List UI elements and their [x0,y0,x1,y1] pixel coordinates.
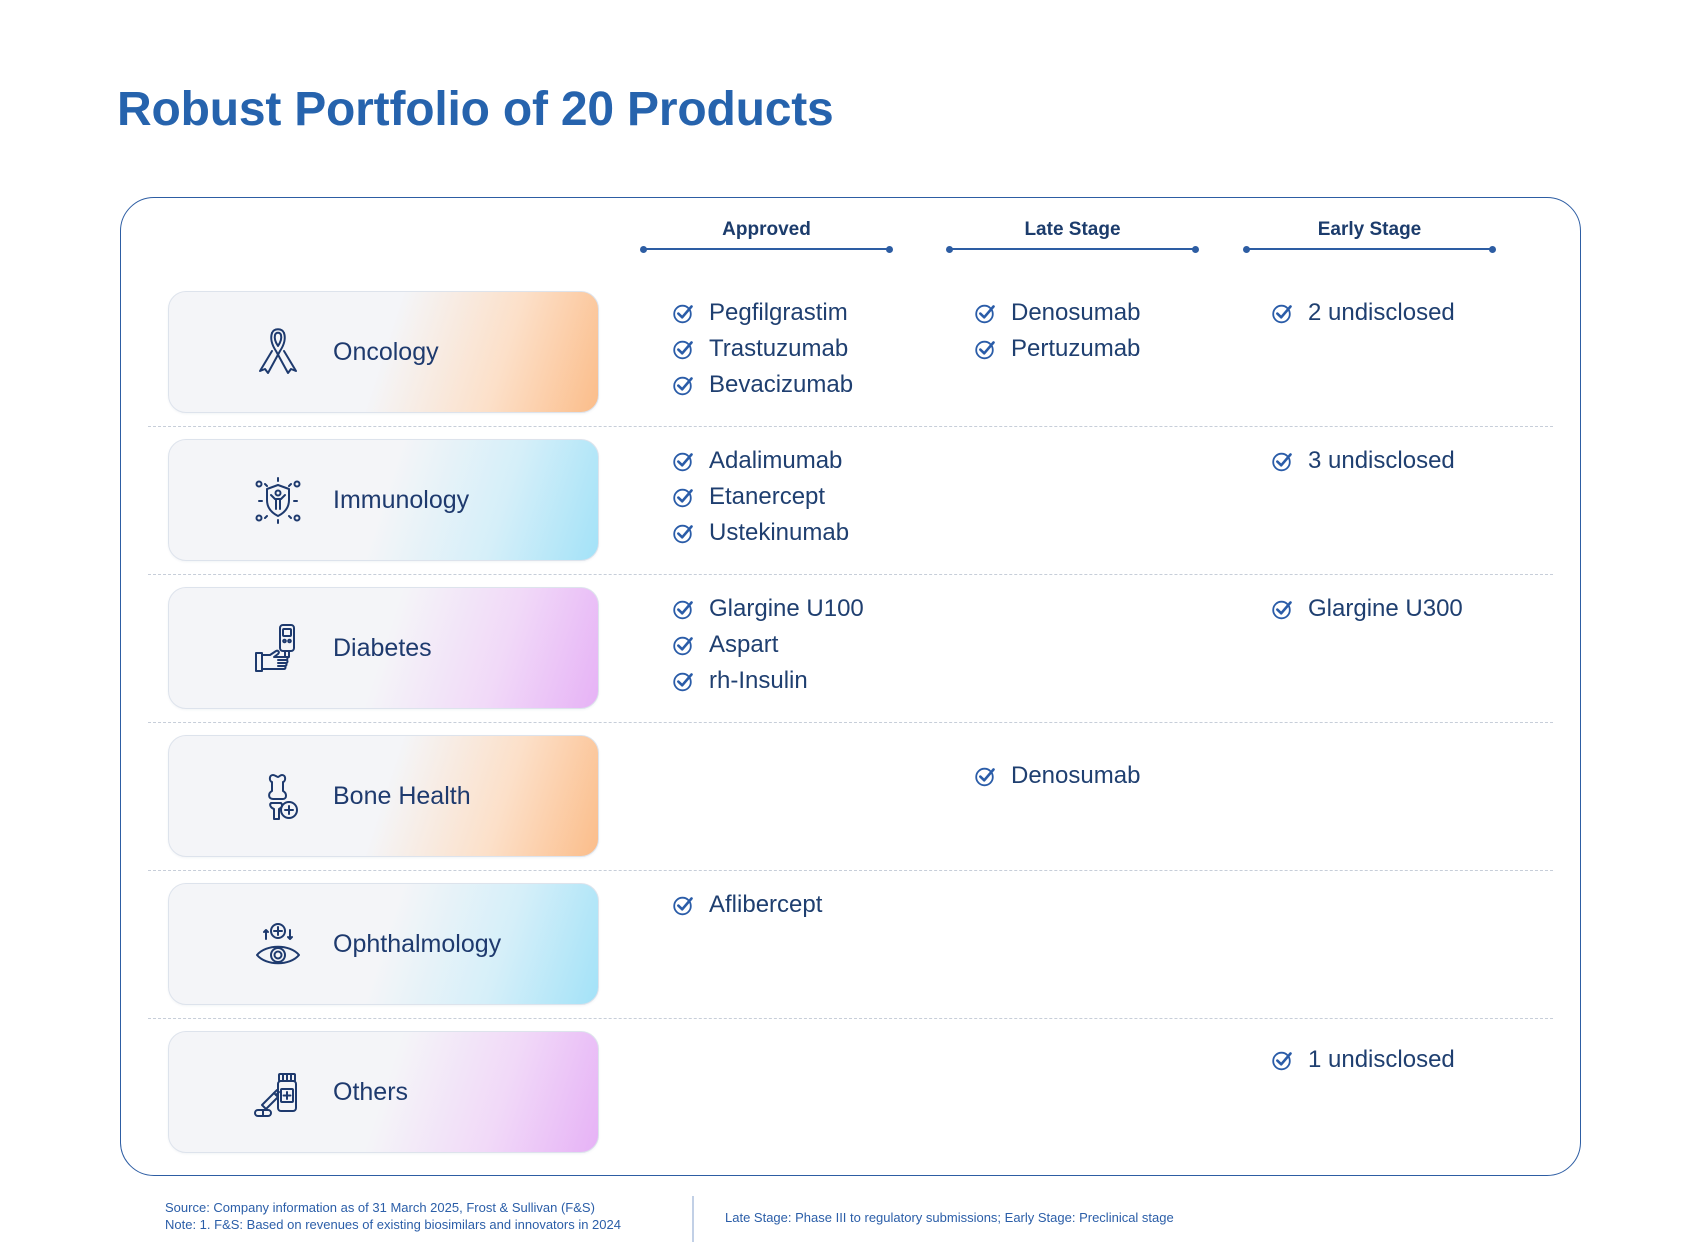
row-divider [148,722,1553,723]
check-icon [974,765,996,787]
eye-care-icon [250,917,306,973]
portfolio-table: Approved Late Stage Early Stage Oncology… [120,197,1581,1176]
column-header-label: Late Stage [1024,219,1121,240]
product-name: Pertuzumab [1011,335,1141,362]
product-name: Trastuzumab [709,335,849,362]
early-stage-list: 3 undisclosed [1271,443,1455,479]
product-item: 2 undisclosed [1271,295,1455,331]
product-item: Glargine U100 [672,591,864,627]
product-name: Denosumab [1011,762,1141,789]
glucose-meter-icon [250,621,306,677]
product-item: Denosumab [974,758,1140,794]
footer-divider [692,1196,694,1242]
row-divider [148,870,1553,871]
product-item: Bevacizumab [672,367,853,403]
product-item: Trastuzumab [672,331,853,367]
product-name: Etanercept [709,483,826,510]
therapeutic-area-card: Bone Health [168,735,599,857]
product-item: Etanercept [672,479,849,515]
ribbon-icon [250,325,306,381]
approved-list: Aflibercept [672,887,822,923]
footer-note: Note: 1. F&S: Based on revenues of exist… [165,1217,621,1232]
therapeutic-area-label: Bone Health [333,782,471,810]
approved-list: Pegfilgrastim Trastuzumab Bevacizumab [672,295,853,403]
footer-source: Source: Company information as of 31 Mar… [165,1200,595,1215]
footer-legend: Late Stage: Phase III to regulatory subm… [725,1210,1174,1225]
therapeutic-area-label: Oncology [333,338,439,366]
row-divider [148,1018,1553,1019]
late-stage-list: Denosumab Pertuzumab [974,295,1140,367]
check-icon [672,634,694,656]
product-name: Adalimumab [709,447,843,474]
check-icon [672,450,694,472]
product-item: Adalimumab [672,443,849,479]
row-divider [148,574,1553,575]
column-header-underline [1243,245,1496,253]
check-icon [1271,598,1293,620]
therapeutic-area-card: Diabetes [168,587,599,709]
product-name: Pegfilgrastim [709,299,848,326]
product-item: 1 undisclosed [1271,1042,1455,1078]
therapeutic-area-card: Others [168,1031,599,1153]
product-name: Aspart [709,631,779,658]
product-item: rh-Insulin [672,663,864,699]
late-stage-list: Denosumab [974,758,1140,794]
product-item: Aflibercept [672,887,822,923]
column-header-label: Early Stage [1317,219,1422,240]
therapeutic-area-card: Oncology [168,291,599,413]
product-item: Glargine U300 [1271,591,1463,627]
check-icon [672,522,694,544]
immune-shield-icon [250,473,306,529]
therapeutic-area-card: Immunology [168,439,599,561]
check-icon [672,338,694,360]
approved-list: Glargine U100 Aspart rh-Insulin [672,591,864,699]
check-icon [672,670,694,692]
check-icon [672,598,694,620]
check-icon [974,338,996,360]
product-item: 3 undisclosed [1271,443,1455,479]
check-icon [1271,1049,1293,1071]
row-divider [148,426,1553,427]
therapeutic-area-card: Ophthalmology [168,883,599,1005]
therapeutic-area-label: Others [333,1078,409,1106]
therapeutic-area-label: Ophthalmology [333,930,502,958]
product-name: Glargine U300 [1308,595,1463,622]
column-header-underline [946,245,1199,253]
column-header-late-stage: Late Stage [946,217,1199,257]
therapeutic-area-label: Immunology [333,486,470,514]
product-name: Glargine U100 [709,595,864,622]
product-name: rh-Insulin [709,667,808,694]
check-icon [974,302,996,324]
product-name: Ustekinumab [709,519,850,546]
product-item: Aspart [672,627,864,663]
column-header-approved: Approved [640,217,893,257]
early-stage-list: 2 undisclosed [1271,295,1455,331]
check-icon [672,894,694,916]
column-header-early-stage: Early Stage [1243,217,1496,257]
check-icon [672,486,694,508]
check-icon [1271,450,1293,472]
medicine-bottle-icon [250,1065,306,1121]
product-name: Bevacizumab [709,371,854,398]
product-item: Denosumab [974,295,1140,331]
approved-list: Adalimumab Etanercept Ustekinumab [672,443,849,551]
bone-joint-icon [250,769,306,825]
early-stage-list: 1 undisclosed [1271,1042,1455,1078]
product-name: 1 undisclosed [1308,1046,1455,1073]
product-item: Pegfilgrastim [672,295,853,331]
product-name: Denosumab [1011,299,1141,326]
page-title: Robust Portfolio of 20 Products [117,83,834,136]
product-name: Aflibercept [709,891,823,918]
product-item: Pertuzumab [974,331,1140,367]
product-item: Ustekinumab [672,515,849,551]
column-header-label: Approved [722,219,811,240]
check-icon [672,302,694,324]
product-name: 3 undisclosed [1308,447,1455,474]
product-name: 2 undisclosed [1308,299,1455,326]
early-stage-list: Glargine U300 [1271,591,1463,627]
column-header-underline [640,245,893,253]
check-icon [672,374,694,396]
therapeutic-area-label: Diabetes [333,634,432,662]
check-icon [1271,302,1293,324]
